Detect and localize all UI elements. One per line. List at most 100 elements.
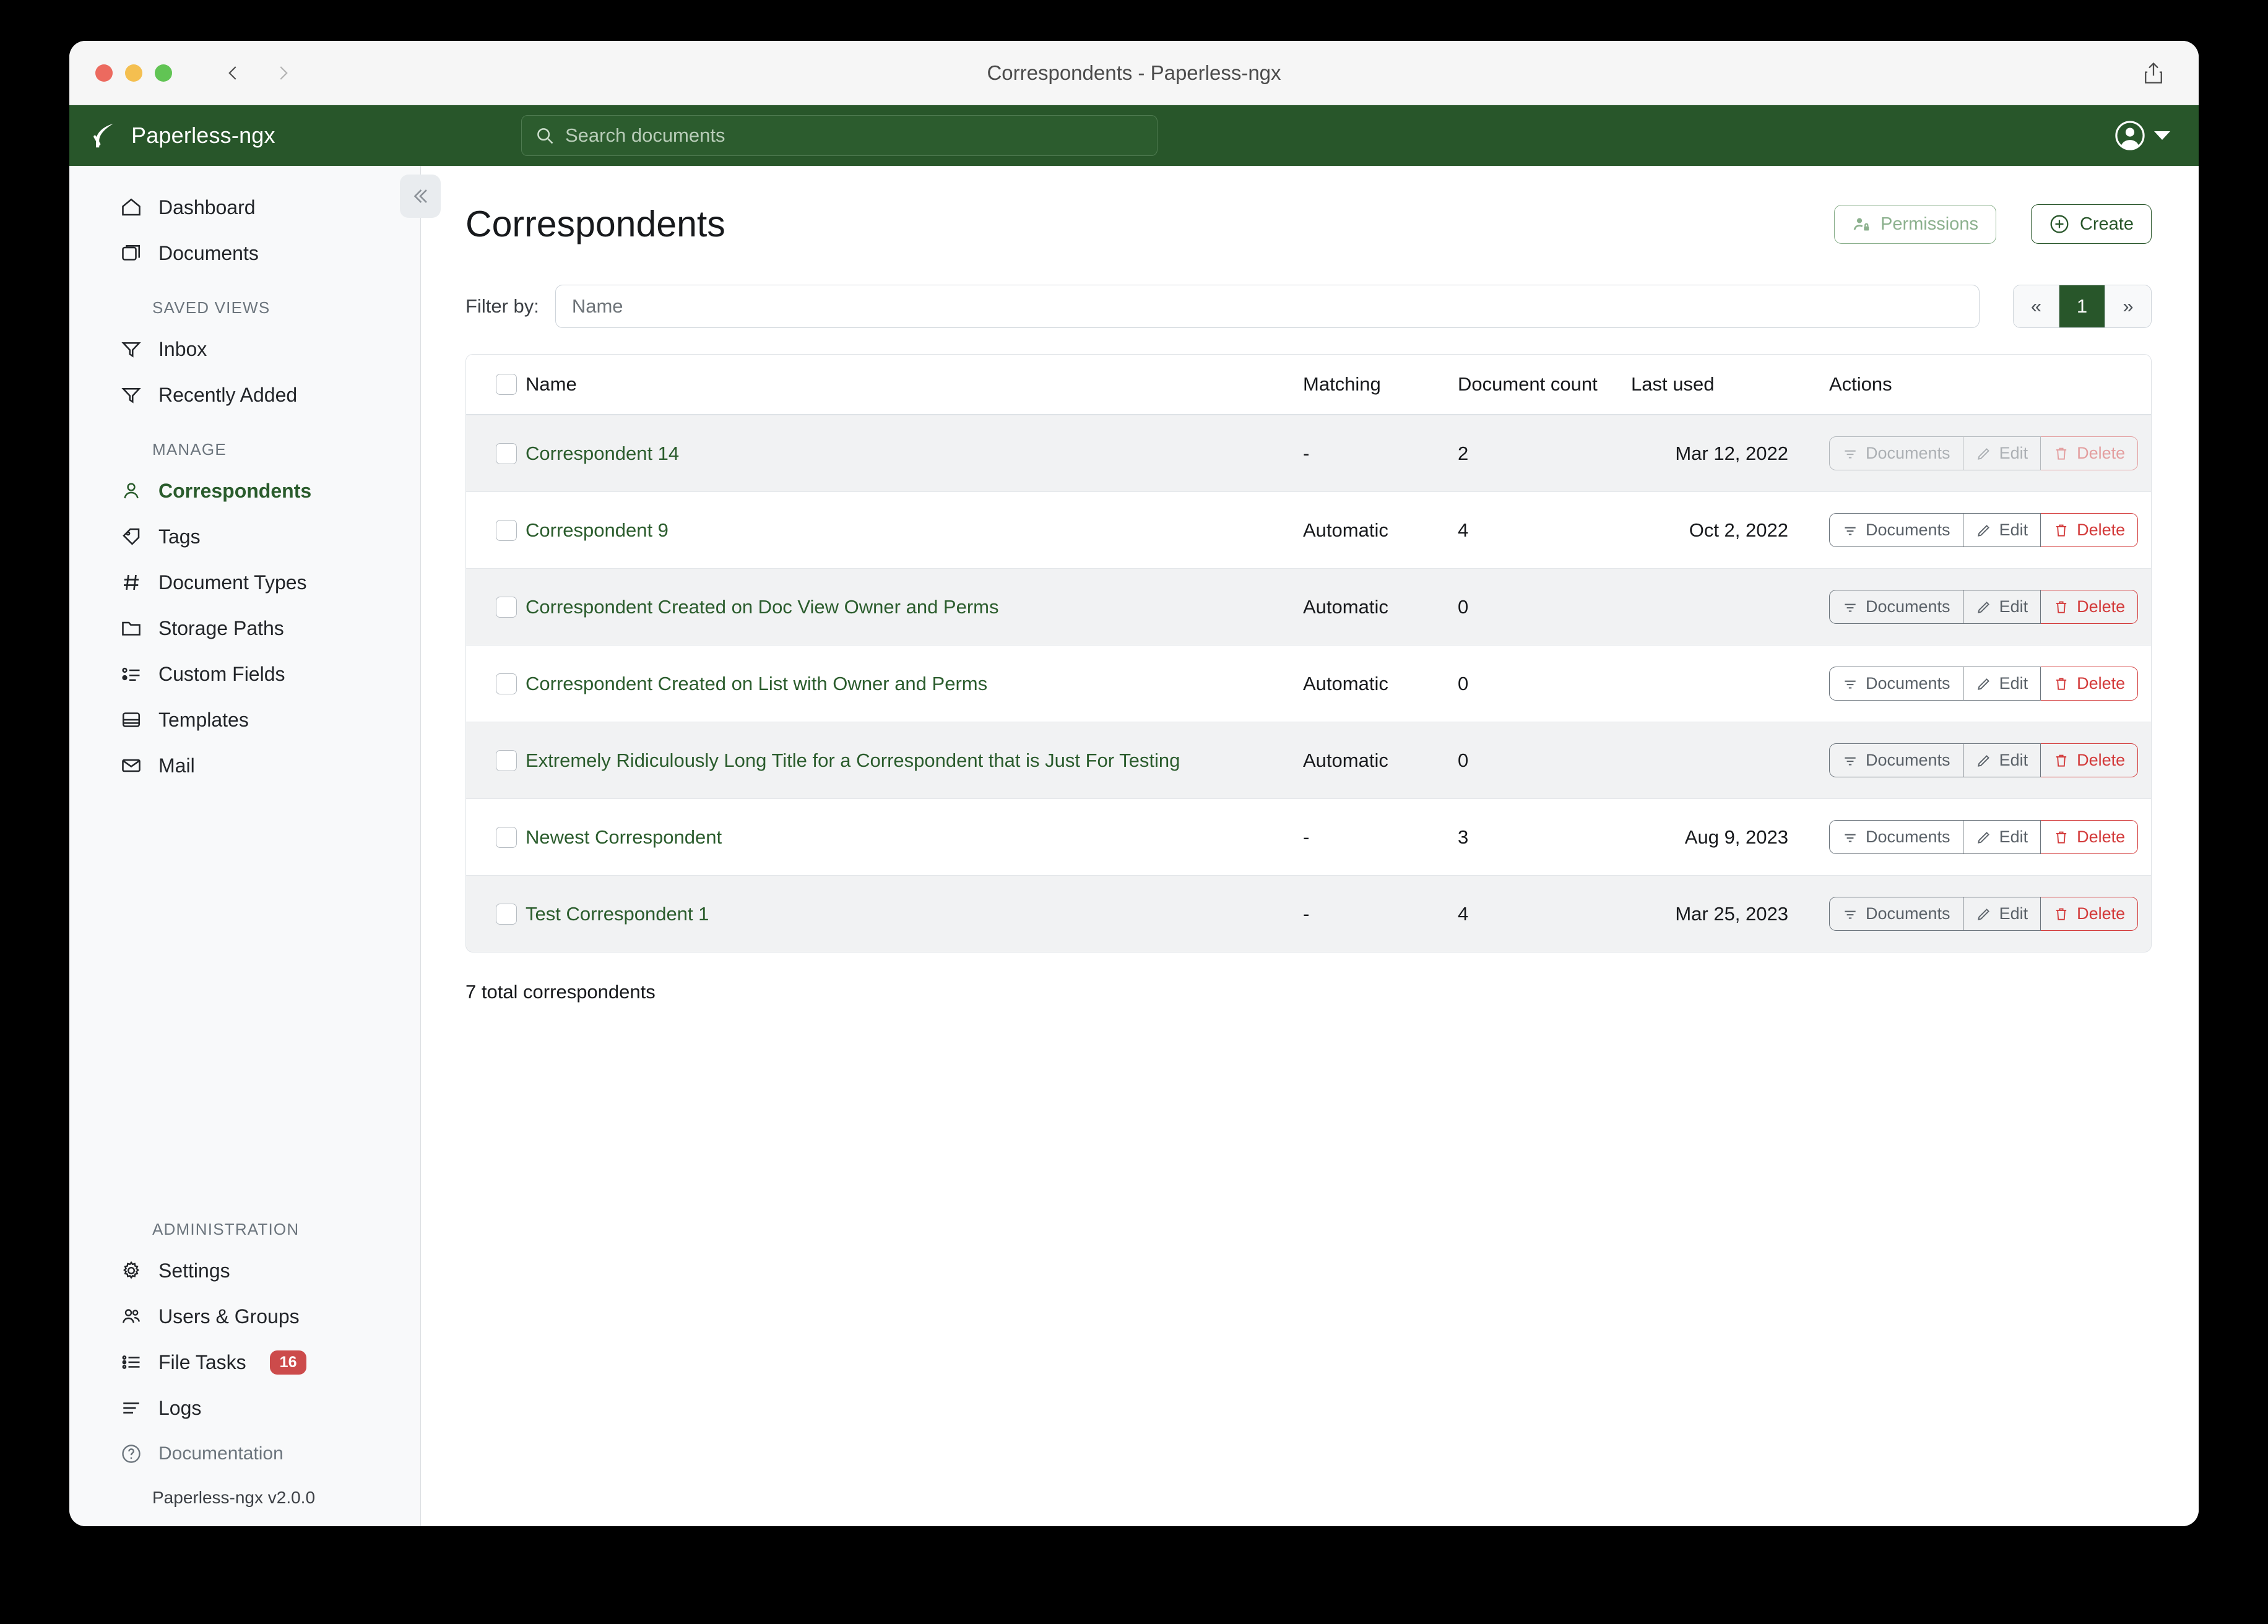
back-chevron-icon[interactable] bbox=[224, 64, 243, 82]
correspondent-link[interactable]: Correspondent Created on Doc View Owner … bbox=[526, 595, 999, 618]
row-checkbox[interactable] bbox=[496, 826, 517, 848]
sidebar-item-inbox[interactable]: Inbox bbox=[69, 326, 420, 372]
row-delete-button[interactable]: Delete bbox=[2041, 513, 2139, 547]
sidebar-item-logs[interactable]: Logs bbox=[69, 1385, 420, 1431]
row-action-group: Documents Edit bbox=[1829, 590, 2139, 624]
row-delete-button[interactable]: Delete bbox=[2041, 436, 2139, 470]
sidebar-item-tags[interactable]: Tags bbox=[69, 514, 420, 559]
correspondent-link[interactable]: Extremely Ridiculously Long Title for a … bbox=[526, 749, 1180, 771]
filter-list-icon bbox=[1845, 450, 1856, 459]
close-window-button[interactable] bbox=[95, 64, 113, 82]
row-delete-button[interactable]: Delete bbox=[2041, 897, 2139, 931]
window-title-bar: Correspondents - Paperless-ngx bbox=[69, 41, 2199, 105]
row-documents-button[interactable]: Documents bbox=[1829, 820, 1963, 854]
row-name-cell: Correspondent 14 bbox=[526, 415, 1303, 492]
filter-name-input[interactable] bbox=[555, 285, 1980, 328]
sidebar-item-documentation[interactable]: Documentation bbox=[69, 1431, 420, 1477]
pagination-last-button[interactable]: » bbox=[2105, 285, 2151, 327]
sidebar-item-dashboard[interactable]: Dashboard bbox=[69, 184, 420, 230]
row-delete-button[interactable]: Delete bbox=[2041, 743, 2139, 777]
tasks-icon bbox=[122, 1355, 140, 1369]
brand[interactable]: Paperless-ngx bbox=[92, 121, 275, 150]
trash-icon bbox=[2056, 447, 2067, 460]
sidebar-item-mail[interactable]: Mail bbox=[69, 743, 420, 788]
row-actions-cell: Documents Edit bbox=[1829, 646, 2151, 722]
row-documents-label: Documents bbox=[1866, 827, 1950, 846]
user-menu[interactable] bbox=[2114, 120, 2170, 151]
row-edit-button[interactable]: Edit bbox=[1962, 897, 2041, 931]
table-row: Correspondent Created on List with Owner… bbox=[466, 645, 2151, 722]
sidebar-heading-administration: ADMINISTRATION bbox=[152, 1220, 300, 1238]
pencil-icon bbox=[1977, 754, 1989, 767]
plus-circle-icon bbox=[2050, 215, 2069, 233]
pagination-page-1[interactable]: 1 bbox=[2059, 285, 2105, 327]
sidebar-item-label: Dashboard bbox=[158, 196, 256, 218]
row-delete-button[interactable]: Delete bbox=[2041, 820, 2139, 854]
sidebar-item-storage-paths[interactable]: Storage Paths bbox=[69, 605, 420, 651]
row-last-used-cell: Aug 9, 2023 bbox=[1684, 826, 1788, 848]
row-checkbox[interactable] bbox=[496, 519, 517, 541]
sidebar-item-document-types[interactable]: Document Types bbox=[69, 559, 420, 605]
row-edit-button[interactable]: Edit bbox=[1962, 667, 2041, 701]
row-checkbox[interactable] bbox=[496, 673, 517, 694]
column-header-last-used[interactable]: Last used bbox=[1631, 355, 1829, 415]
column-header-name[interactable]: Name bbox=[526, 355, 1303, 415]
pagination-first-button[interactable]: « bbox=[2014, 285, 2059, 327]
correspondent-link[interactable]: Correspondent 14 bbox=[526, 442, 680, 464]
row-documents-button[interactable]: Documents bbox=[1829, 897, 1963, 931]
search-box[interactable] bbox=[521, 115, 1158, 156]
row-documents-button[interactable]: Documents bbox=[1829, 743, 1963, 777]
chevron-down-icon[interactable] bbox=[2154, 131, 2170, 140]
row-documents-button[interactable]: Documents bbox=[1829, 590, 1963, 624]
row-checkbox[interactable] bbox=[496, 749, 517, 771]
select-all-checkbox[interactable] bbox=[496, 374, 517, 395]
sidebar-item-label: Tags bbox=[158, 525, 201, 548]
row-edit-button[interactable]: Edit bbox=[1962, 436, 2041, 470]
row-edit-button[interactable]: Edit bbox=[1962, 743, 2041, 777]
row-delete-button[interactable]: Delete bbox=[2041, 590, 2139, 624]
column-header-matching[interactable]: Matching bbox=[1303, 355, 1458, 415]
sidebar-collapse-button[interactable] bbox=[400, 175, 441, 218]
sidebar-item-templates[interactable]: Templates bbox=[69, 697, 420, 743]
row-documents-button[interactable]: Documents bbox=[1829, 667, 1963, 701]
row-last-used-cell bbox=[1631, 646, 1829, 722]
sidebar-item-file-tasks[interactable]: File Tasks 16 bbox=[69, 1339, 420, 1385]
documents-icon bbox=[122, 245, 141, 261]
row-matching-cell: - bbox=[1303, 826, 1310, 848]
row-edit-button[interactable]: Edit bbox=[1962, 590, 2041, 624]
select-all-header bbox=[466, 355, 526, 415]
row-checkbox[interactable] bbox=[496, 903, 517, 925]
correspondent-link[interactable]: Correspondent Created on List with Owner… bbox=[526, 672, 988, 694]
row-delete-button[interactable]: Delete bbox=[2041, 667, 2139, 701]
share-icon[interactable] bbox=[2143, 61, 2164, 85]
row-edit-button[interactable]: Edit bbox=[1962, 820, 2041, 854]
permissions-button[interactable]: Permissions bbox=[1834, 204, 1996, 244]
sidebar-item-custom-fields[interactable]: Custom Fields bbox=[69, 651, 420, 697]
row-documents-button[interactable]: Documents bbox=[1829, 436, 1963, 470]
gear-icon bbox=[123, 1261, 139, 1279]
column-header-document-count[interactable]: Document count bbox=[1458, 355, 1631, 415]
row-count-cell: 4 bbox=[1458, 519, 1469, 541]
row-matching-cell: Automatic bbox=[1303, 749, 1388, 771]
correspondent-link[interactable]: Correspondent 9 bbox=[526, 519, 669, 541]
row-delete-label: Delete bbox=[2077, 827, 2126, 846]
sidebar-item-documents[interactable]: Documents bbox=[69, 230, 420, 276]
row-checkbox[interactable] bbox=[496, 596, 517, 618]
row-name-cell: Test Correspondent 1 bbox=[526, 876, 1303, 952]
sidebar-item-recently-added[interactable]: Recently Added bbox=[69, 372, 420, 418]
forward-chevron-icon[interactable] bbox=[274, 64, 292, 82]
row-delete-label: Delete bbox=[2077, 444, 2126, 462]
create-button[interactable]: Create bbox=[2030, 204, 2152, 244]
sidebar-item-settings[interactable]: Settings bbox=[69, 1248, 420, 1294]
minimize-window-button[interactable] bbox=[125, 64, 142, 82]
row-actions-cell: Documents Edit bbox=[1829, 876, 2151, 952]
sidebar-item-users-and-groups[interactable]: Users & Groups bbox=[69, 1294, 420, 1339]
row-edit-button[interactable]: Edit bbox=[1962, 513, 2041, 547]
correspondent-link[interactable]: Test Correspondent 1 bbox=[526, 902, 709, 925]
sidebar-item-correspondents[interactable]: Correspondents bbox=[69, 468, 420, 514]
row-checkbox[interactable] bbox=[496, 443, 517, 464]
maximize-window-button[interactable] bbox=[155, 64, 172, 82]
correspondent-link[interactable]: Newest Correspondent bbox=[526, 826, 722, 848]
row-documents-button[interactable]: Documents bbox=[1829, 513, 1963, 547]
search-input[interactable] bbox=[564, 124, 1143, 147]
